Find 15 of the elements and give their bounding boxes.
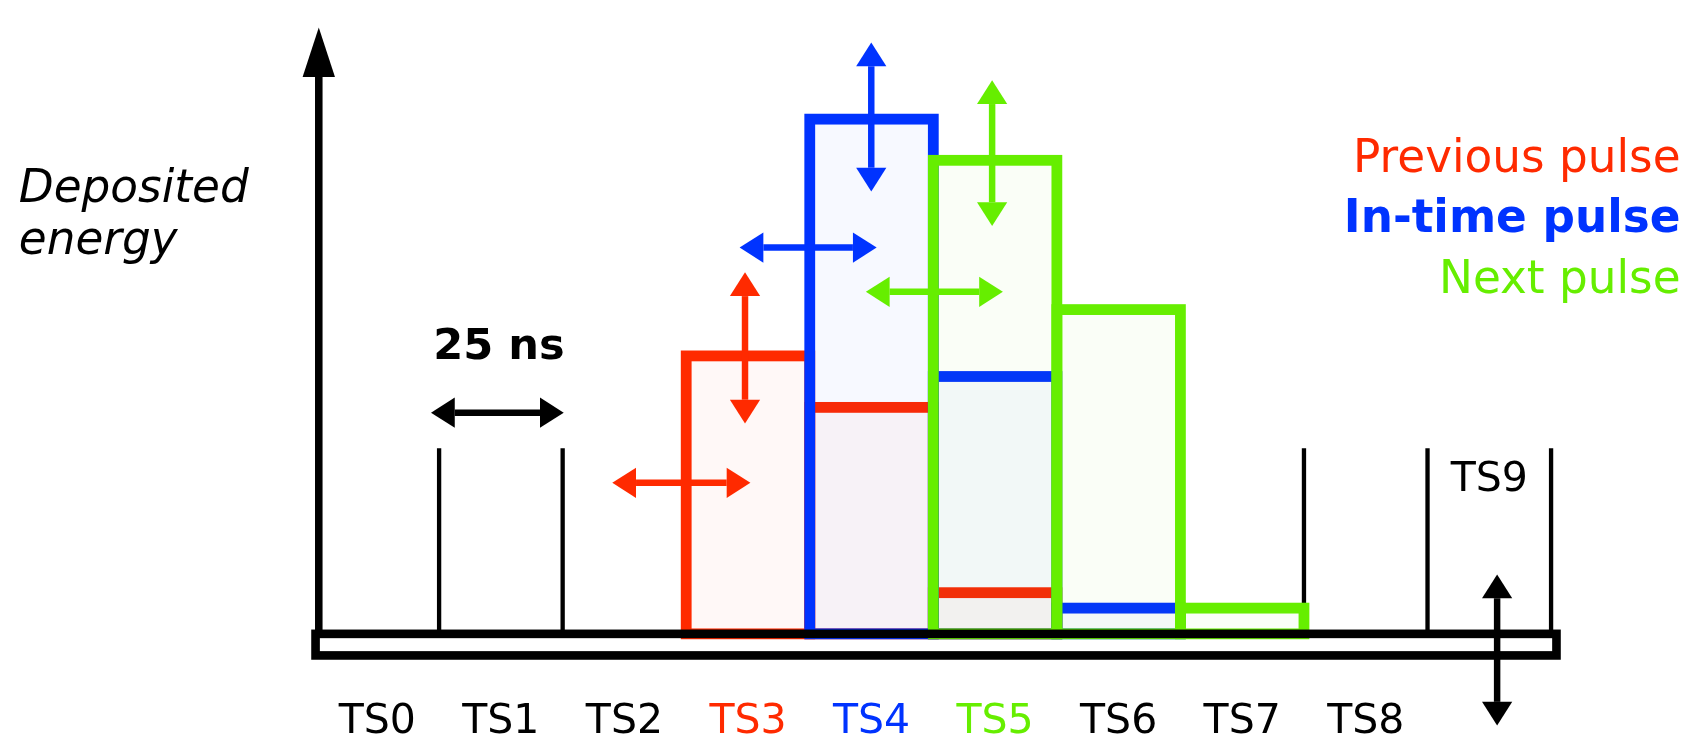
x-tick-label: TS9 (1449, 453, 1528, 502)
x-tick-label: TS4 (831, 695, 911, 744)
x-tick-label: TS0 (337, 695, 416, 744)
x-tick-label: TS5 (955, 695, 1034, 744)
annotation: 25 ns (433, 318, 565, 369)
x-tick-label: TS8 (1326, 695, 1405, 744)
x-tick-label: TS3 (708, 695, 787, 744)
x-tick-label: TS7 (1202, 695, 1281, 744)
y-axis-title: Deposited energy (18, 160, 249, 266)
text: Previous pulse (1353, 130, 1681, 184)
text: Next pulse (1439, 250, 1681, 304)
x-tick-label: TS1 (461, 695, 540, 744)
text: In-time pulse (1343, 190, 1681, 244)
x-tick-label: TS6 (1079, 695, 1158, 744)
x-tick-label: TS2 (584, 695, 664, 744)
